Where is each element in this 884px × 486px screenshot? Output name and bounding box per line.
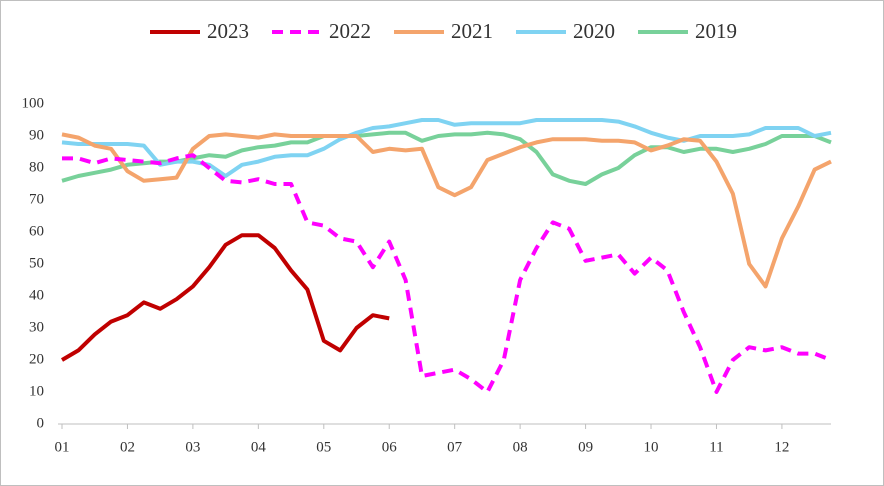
series-line bbox=[62, 153, 832, 394]
series-line bbox=[61, 130, 832, 186]
x-tick-label: 03 bbox=[185, 439, 200, 455]
x-tick-label: 02 bbox=[120, 439, 135, 455]
y-tick-label: 80 bbox=[29, 159, 44, 175]
x-tick-label: 05 bbox=[316, 439, 331, 455]
y-tick-label: 100 bbox=[22, 95, 45, 111]
y-tick-label: 60 bbox=[29, 223, 44, 239]
y-tick-label: 50 bbox=[29, 255, 44, 271]
y-tick-label: 20 bbox=[29, 351, 44, 367]
x-tick-label: 11 bbox=[709, 439, 723, 455]
x-tick-label: 07 bbox=[447, 439, 463, 455]
x-tick-label: 04 bbox=[251, 439, 267, 455]
x-tick-label: 06 bbox=[382, 439, 398, 455]
legend-label: 2019 bbox=[695, 19, 737, 43]
x-tick-label: 10 bbox=[644, 439, 659, 455]
legend-label: 2020 bbox=[573, 19, 615, 43]
y-tick-label: 30 bbox=[29, 319, 44, 335]
y-tick-label: 10 bbox=[29, 383, 44, 399]
x-tick-label: 01 bbox=[55, 439, 70, 455]
x-tick-label: 09 bbox=[578, 439, 593, 455]
series-line bbox=[60, 233, 390, 362]
y-tick-label: 0 bbox=[37, 415, 45, 431]
legend-label: 2022 bbox=[329, 19, 371, 43]
y-tick-label: 70 bbox=[29, 191, 44, 207]
series-line bbox=[61, 132, 832, 289]
x-tick-label: 12 bbox=[774, 439, 789, 455]
legend-label: 2023 bbox=[207, 19, 249, 43]
legend-label: 2021 bbox=[451, 19, 493, 43]
series-line bbox=[61, 118, 832, 178]
y-tick-label: 40 bbox=[29, 287, 44, 303]
y-tick-label: 90 bbox=[29, 127, 44, 143]
x-tick-label: 08 bbox=[513, 439, 528, 455]
